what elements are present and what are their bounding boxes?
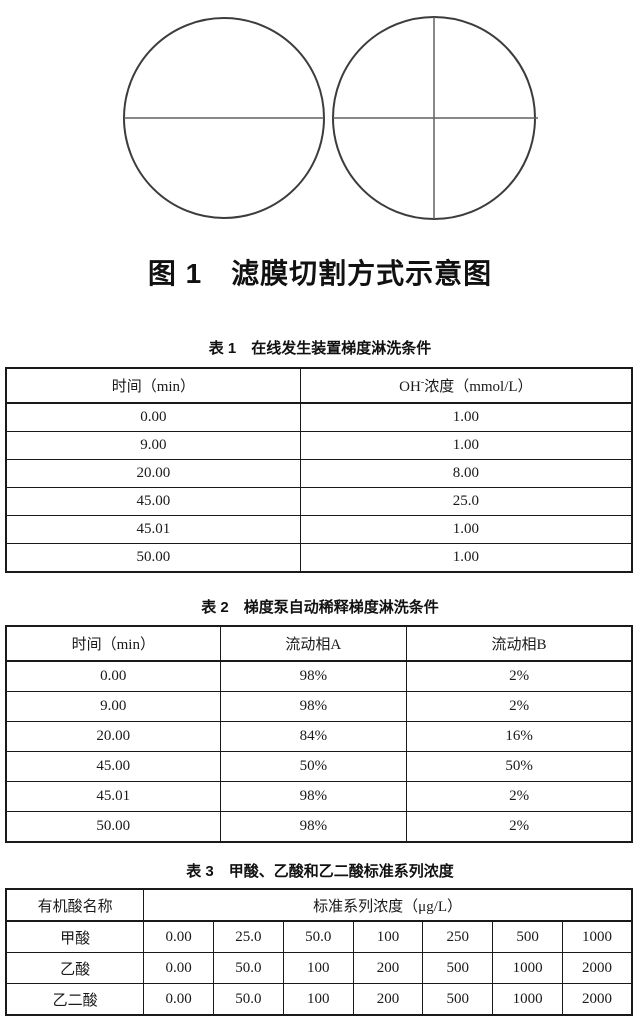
table-cell: 9.00 [5,691,221,722]
column-header-mobile-phase-b: 流动相B [406,625,633,662]
table-header-row: 时间（min） 流动相A 流动相B [5,625,633,662]
table-row: 20.00 84% 16% [5,721,633,752]
table-cell: 0.00 [5,402,301,432]
table-cell: 1000 [492,983,563,1016]
table-cell: 2% [406,811,633,843]
table1-gradient-elution: 时间（min） OH-浓度（mmol/L） 0.00 1.00 9.00 1.00 … [5,367,633,573]
table-cell: 250 [422,920,494,953]
table3-standard-series: 有机酸名称 标准系列浓度（μg/L） 甲酸 0.00 25.0 50.0 100 250 5… [5,888,633,1016]
table-cell: 98% [219,781,408,812]
table-cell: 98% [219,811,408,843]
oh-unit-label: 浓度（mmol/L） [424,379,533,395]
column-header-mobile-phase-a: 流动相A [219,625,408,662]
table-cell: 500 [422,952,494,984]
table3-title: 表 3 甲酸、乙酸和乙二酸标准系列浓度 [186,863,454,880]
table-cell: 100 [282,983,354,1016]
table-cell: 50.0 [213,952,284,984]
membrane-cut-diagram [123,16,538,220]
table-cell: 50% [219,751,408,782]
row-header-oxalic-acid: 乙二酸 [5,983,145,1016]
table-cell: 20.00 [5,459,301,488]
table-cell: 1.00 [299,515,633,544]
table-row: 20.00 8.00 [5,459,633,488]
column-header-time: 时间（min） [5,367,301,404]
table-cell: 25.0 [213,920,284,953]
figure1-caption: 图 1 滤膜切割方式示意图 [147,258,493,289]
table-header-row: 有机酸名称 标准系列浓度（μg/L） [5,888,633,922]
table-cell: 200 [352,983,424,1016]
table-cell: 50% [406,751,633,782]
table-cell: 50.00 [5,543,301,573]
table-row: 50.00 98% 2% [5,811,633,843]
table-cell: 1.00 [299,431,633,460]
figure-membrane-cutting [118,13,540,225]
table-cell: 2% [406,660,633,692]
table-cell: 1000 [492,952,563,984]
table-row: 45.00 25.0 [5,487,633,516]
row-header-acetic-acid: 乙酸 [5,952,145,984]
table-cell: 84% [219,721,408,752]
table2-pump-gradient: 时间（min） 流动相A 流动相B 0.00 98% 2% 9.00 98% 2% 20… [5,625,633,843]
table-row: 甲酸 0.00 25.0 50.0 100 250 500 1000 [5,920,633,953]
oh-label: OH [399,379,421,395]
table-row: 0.00 98% 2% [5,660,633,692]
table-cell: 20.00 [5,721,221,752]
table-row: 乙二酸 0.00 50.0 100 200 500 1000 2000 [5,983,633,1016]
table-cell: 0.00 [143,952,215,984]
table-header-row: 时间（min） OH-浓度（mmol/L） [5,367,633,404]
column-header-organic-acid: 有机酸名称 [5,888,145,922]
table-cell: 1.00 [299,543,633,573]
table-row: 45.00 50% 50% [5,751,633,782]
table-cell: 500 [422,983,494,1016]
table-cell: 0.00 [143,920,215,953]
table1-title: 表 1 在线发生装置梯度淋洗条件 [208,340,432,357]
table-cell: 45.00 [5,751,221,782]
table-cell: 0.00 [143,983,215,1016]
table-cell: 0.00 [5,660,221,692]
table-row: 0.00 1.00 [5,402,633,432]
table-cell: 100 [282,952,354,984]
table-cell: 2% [406,691,633,722]
table-row: 9.00 1.00 [5,431,633,460]
table-cell: 200 [352,952,424,984]
column-header-time: 时间（min） [5,625,221,662]
table-row: 乙酸 0.00 50.0 100 200 500 1000 2000 [5,952,633,984]
table-cell: 500 [492,920,563,953]
table-cell: 45.00 [5,487,301,516]
table-cell: 50.0 [213,983,284,1016]
table-cell: 45.01 [5,515,301,544]
table-row: 9.00 98% 2% [5,691,633,722]
table-cell: 50.0 [282,920,354,953]
table-row: 45.01 1.00 [5,515,633,544]
table-cell: 9.00 [5,431,301,460]
row-header-formic-acid: 甲酸 [5,920,145,953]
table-cell: 98% [219,691,408,722]
table-row: 50.00 1.00 [5,543,633,573]
table-cell: 1000 [562,920,633,953]
table-cell: 2000 [562,952,633,984]
table-cell: 100 [352,920,424,953]
table-cell: 16% [406,721,633,752]
column-header-oh-concentration: OH-浓度（mmol/L） [299,367,633,404]
table-cell: 8.00 [299,459,633,488]
table-cell: 2000 [562,983,633,1016]
column-header-standard-series: 标准系列浓度（μg/L） [143,888,633,922]
table-cell: 2% [406,781,633,812]
table-row: 45.01 98% 2% [5,781,633,812]
table-cell: 98% [219,660,408,692]
table2-title: 表 2 梯度泵自动稀释梯度淋洗条件 [201,599,439,616]
table-cell: 25.0 [299,487,633,516]
table-cell: 50.00 [5,811,221,843]
oh-superscript-minus: - [420,377,425,388]
table-cell: 45.01 [5,781,221,812]
table-cell: 1.00 [299,402,633,432]
